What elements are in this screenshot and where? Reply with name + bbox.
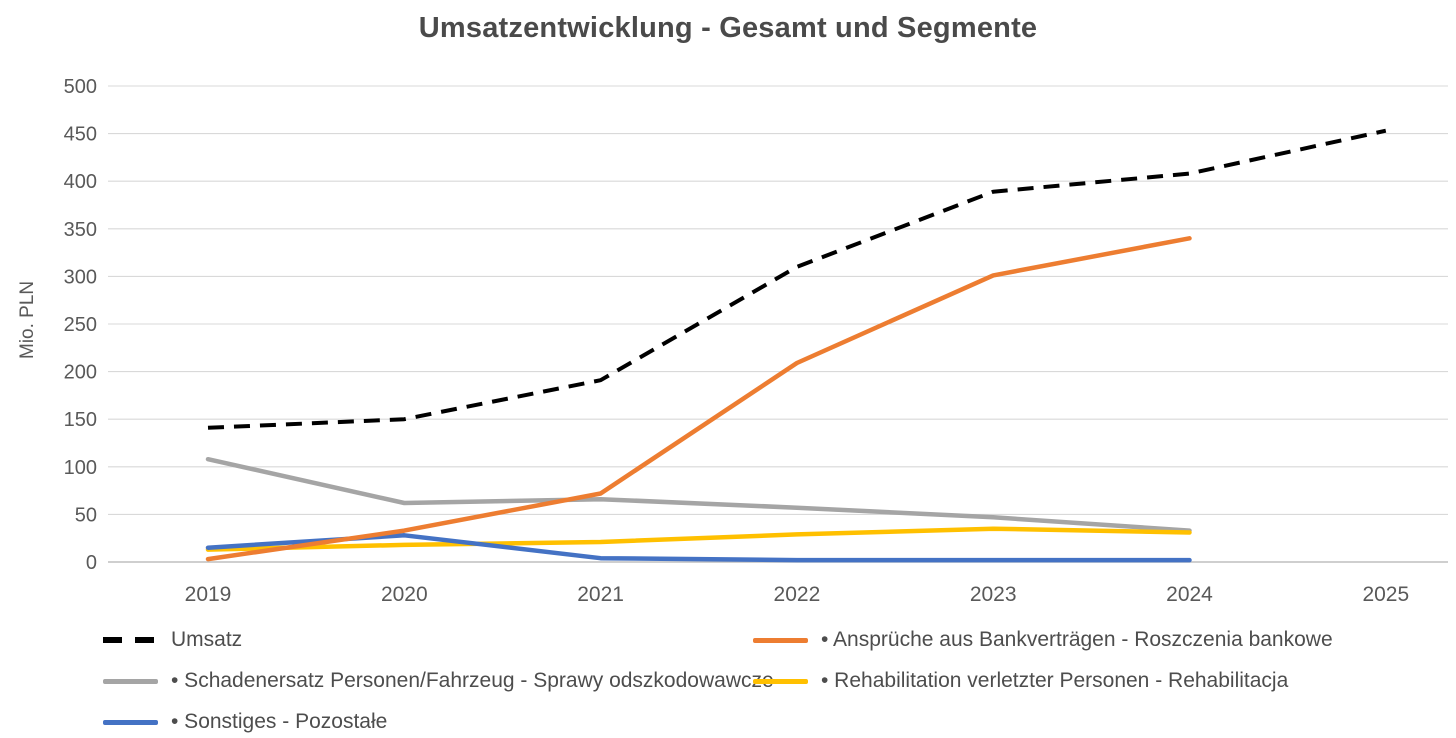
x-tick-label: 2020 — [381, 583, 428, 606]
y-tick-label: 350 — [64, 219, 97, 241]
series-line-rehabilitation — [205, 526, 1192, 552]
y-tick-label: 400 — [64, 171, 97, 193]
legend-item-bankvertraege: • Ansprüche aus Bankverträgen - Roszczen… — [753, 626, 1383, 654]
y-tick-label: 450 — [64, 124, 97, 146]
x-tick-label: 2025 — [1362, 583, 1409, 606]
series-line-umsatz — [207, 128, 1387, 430]
legend-item-schadenersatz: • Schadenersatz Personen/Fahrzeug - Spra… — [103, 667, 774, 695]
x-tick-label: 2023 — [970, 583, 1017, 606]
y-tick-label: 150 — [64, 409, 97, 431]
legend-swatch-rehabilitation — [753, 678, 808, 684]
legend-swatch-sonstiges — [103, 719, 158, 725]
legend-swatch-bankvertraege — [753, 637, 808, 643]
legend-item-umsatz: Umsatz — [103, 626, 753, 654]
legend-label: • Ansprüche aus Bankverträgen - Roszczen… — [821, 628, 1333, 651]
y-tick-label: 200 — [64, 362, 97, 384]
x-tick-label: 2022 — [774, 583, 821, 606]
chart-legend: Umsatz • Ansprüche aus Bankverträgen - Ro… — [103, 626, 1383, 736]
y-tick-label: 100 — [64, 457, 97, 479]
legend-label: Umsatz — [171, 628, 243, 651]
legend-swatch-umsatz — [103, 637, 158, 643]
series-line-bankvertraege — [205, 236, 1192, 562]
legend-label: • Schadenersatz Personen/Fahrzeug - Spra… — [171, 669, 774, 692]
legend-label: • Rehabilitation verletzter Personen - R… — [821, 669, 1289, 692]
series-line-schadenersatz — [205, 456, 1192, 533]
y-tick-label: 50 — [75, 504, 97, 526]
legend-item-sonstiges: • Sonstiges - Pozostałe — [103, 708, 753, 736]
legend-label: • Sonstiges - Pozostałe — [171, 710, 388, 733]
x-tick-label: 2021 — [577, 583, 624, 606]
y-tick-label: 300 — [64, 266, 97, 288]
y-tick-label: 250 — [64, 314, 97, 336]
legend-swatch-schadenersatz — [103, 678, 158, 684]
legend-item-rehabilitation: • Rehabilitation verletzter Personen - R… — [753, 667, 1383, 695]
x-tick-label: 2019 — [185, 583, 232, 606]
y-tick-label: 500 — [64, 76, 97, 98]
y-tick-label: 0 — [86, 552, 97, 574]
x-tick-label: 2024 — [1166, 583, 1213, 606]
plot-svg: 0 50 100 150 200 250 300 350 400 450 500 2019 2020 20… — [64, 76, 1448, 606]
chart-title: Umsatzentwicklung - Gesamt und Segmente — [418, 12, 1038, 44]
